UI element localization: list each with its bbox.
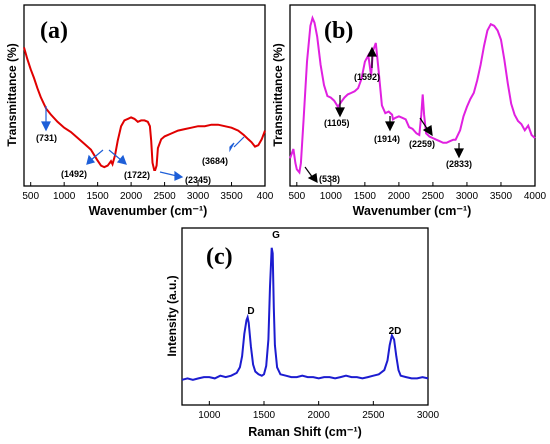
- panel-b-plot-frame: [289, 4, 536, 187]
- panel-a-x-tick-label: 3500: [220, 191, 243, 202]
- panel-c-x-tick-label: 2000: [308, 410, 331, 421]
- arrow-1492b: [108, 149, 122, 161]
- arrow-3684-head: [229, 142, 235, 153]
- panel-c-x-tick-label: 2500: [362, 410, 385, 421]
- panel-b-annotation-1105: (1105): [324, 118, 350, 128]
- panel-a-annotation-3684: (3684): [202, 156, 228, 166]
- arrow-538-head: [307, 173, 318, 184]
- panel-a-x-tick-label: 1500: [87, 191, 110, 202]
- panel-c-x-tick-label: 3000: [417, 410, 440, 421]
- panel-c-y-axis-label: Intensity (a.u.): [165, 275, 179, 356]
- panel-b-x-tick-label: 500: [288, 191, 305, 202]
- panel-b-annotation-1914: (1914): [374, 134, 400, 144]
- panel-a-x-tick-label: 2000: [120, 191, 143, 202]
- panel-a-x-tick-label: 1000: [53, 191, 76, 202]
- panel-c-peak-label-g: G: [272, 230, 280, 241]
- panel-c-peak-label-d: D: [247, 306, 254, 317]
- panel-a-x-tick-label: 500: [22, 191, 39, 202]
- panel-c-series-line: [181, 247, 429, 381]
- panel-b-annotation-2833: (2833): [446, 159, 472, 169]
- panel-a-x-ticks: 500 1000 1500 2000 2500 3000 3500 400: [22, 182, 274, 202]
- arrow-1492b-head: [116, 154, 127, 165]
- panel-b: (b) Transmittance (%) 500 1000 1500 2000 250…: [271, 4, 547, 218]
- panel-c-plot-frame: [181, 227, 429, 406]
- arrow-1914-head: [385, 121, 395, 132]
- panel-a-x-tick-label: 2500: [153, 191, 176, 202]
- panel-a-annotation-arrows: [41, 106, 245, 181]
- panel-a-annotation-2345: (2345): [185, 175, 211, 185]
- panel-b-x-tick-label: 4000: [524, 191, 547, 202]
- panel-b-x-axis-label: Wavenumber (cm⁻¹): [353, 204, 472, 218]
- panel-a-annotation-1492: (1492): [61, 169, 87, 179]
- panel-c-x-ticks: 1000 1500 2000 2500 3000: [198, 401, 440, 421]
- panel-a-label: (a): [40, 18, 68, 44]
- panel-c-x-tick-label: 1500: [253, 410, 276, 421]
- panel-b-annotation-1592: (1592): [354, 72, 380, 82]
- arrow-1105-head: [335, 107, 345, 118]
- panel-b-series-line: [289, 14, 536, 175]
- panel-b-x-tick-label: 3000: [456, 191, 479, 202]
- panel-a: (a) Transmittance (%) 500 1000 1500 2000 250…: [5, 4, 274, 218]
- panel-a-x-axis-label: Wavenumber (cm⁻¹): [89, 204, 208, 218]
- panel-c-x-axis-label: Raman Shift (cm⁻¹): [248, 425, 362, 439]
- arrow-1592-head: [367, 46, 377, 57]
- panel-a-plot-frame: [23, 4, 266, 187]
- panel-a-series-line: [23, 47, 266, 171]
- panel-a-x-tick-label: 3000: [187, 191, 210, 202]
- arrow-1492-head: [86, 154, 96, 165]
- panel-b-annotation-arrows: [304, 46, 464, 184]
- panel-b-x-tick-label: 2000: [388, 191, 411, 202]
- panel-c: (c) Intensity (a.u.) 1000 1500 2000 2500 300…: [165, 227, 440, 439]
- panel-a-y-axis-label: Transmittance (%): [5, 43, 19, 146]
- panel-b-annotation-538: (538): [319, 174, 340, 184]
- panel-b-x-ticks: 500 1000 1500 2000 2500 3000 3500 4000: [288, 182, 547, 202]
- arrow-2833-head: [454, 148, 464, 159]
- arrow-2345: [159, 171, 178, 177]
- panel-c-peak-label-2d: 2D: [389, 326, 402, 337]
- arrow-731-head: [41, 121, 51, 132]
- panel-b-label: (b): [324, 18, 353, 44]
- arrow-2259-head: [422, 125, 433, 137]
- panel-b-y-axis-label: Transmittance (%): [271, 43, 285, 146]
- panel-c-x-tick-label: 1000: [198, 410, 221, 421]
- panel-b-x-tick-label: 3500: [490, 191, 513, 202]
- panel-b-x-tick-label: 2500: [422, 191, 445, 202]
- arrow-2345-head: [174, 170, 184, 181]
- arrow-3684: [233, 136, 245, 148]
- panel-a-annotation-731: (731): [36, 133, 57, 143]
- panel-b-x-tick-label: 1500: [354, 191, 377, 202]
- panel-b-annotation-2259: (2259): [409, 139, 435, 149]
- arrow-1492: [90, 149, 104, 161]
- panel-b-x-tick-label: 1000: [320, 191, 343, 202]
- panel-a-x-tick-label: 400: [257, 191, 274, 202]
- panel-a-annotation-1722: (1722): [124, 170, 150, 180]
- panel-c-label: (c): [206, 244, 233, 270]
